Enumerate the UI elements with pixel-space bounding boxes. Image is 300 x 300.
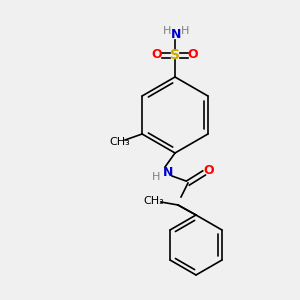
Text: CH₃: CH₃	[110, 137, 130, 147]
Text: CH₃: CH₃	[144, 196, 164, 206]
Text: N: N	[163, 166, 173, 178]
Text: S: S	[170, 48, 180, 62]
Text: H: H	[181, 26, 189, 36]
Text: H: H	[152, 172, 160, 182]
Text: N: N	[171, 28, 181, 40]
Text: H: H	[163, 26, 171, 36]
Text: O: O	[152, 49, 162, 62]
Text: O: O	[204, 164, 214, 178]
Text: O: O	[188, 49, 198, 62]
